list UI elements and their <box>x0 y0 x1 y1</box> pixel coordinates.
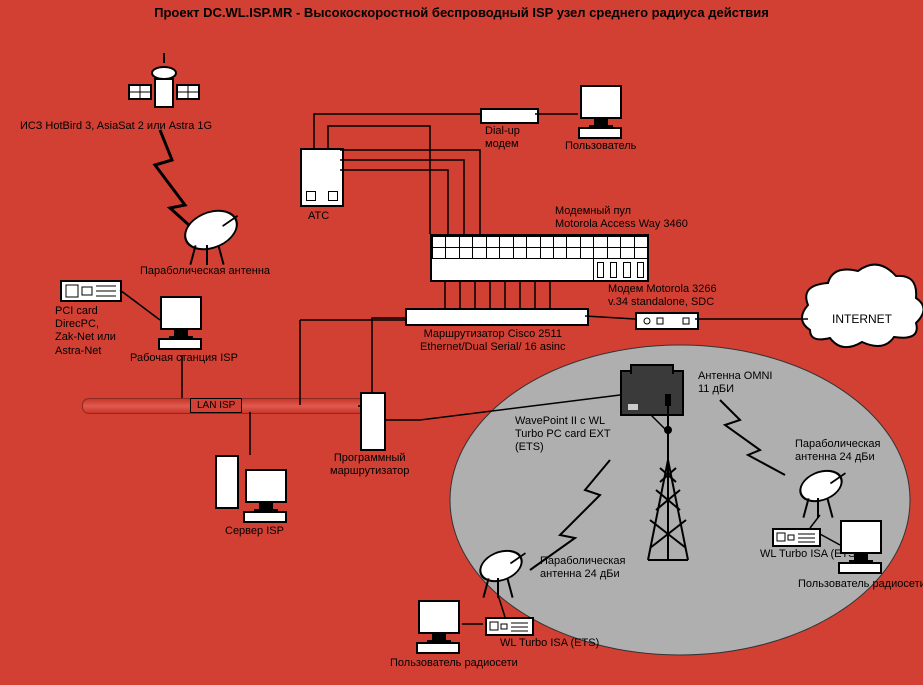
wavepoint-box <box>620 370 684 416</box>
page-title: Проект DC.WL.ISP.MR - Высокоскоростной б… <box>0 5 923 20</box>
satellite-label: ИСЗ HotBird 3, AsiaSat 2 или Astra 1G <box>20 120 212 133</box>
soft-router-label: Программный маршрутизатор <box>330 452 409 478</box>
wl-turbo-right <box>772 528 821 547</box>
internet-label: INTERNET <box>832 312 892 326</box>
radio-user-right-pc <box>840 520 882 554</box>
workstation-label: Рабочая станция ISP <box>130 352 238 365</box>
modem-pool-label: Модемный пул Motorola Access Way 3460 <box>555 205 688 231</box>
parabolic-right-label: Параболическая антенна 24 дБи <box>795 438 880 464</box>
atc-label: АТС <box>308 210 329 223</box>
antenna-omni-label: Антенна OMNI 11 дБИ <box>698 370 773 396</box>
parabolic-antenna-label: Параболическая антенна <box>140 265 270 278</box>
wl-turbo-bottom-label: WL Turbo ISA (ETS) <box>500 637 599 650</box>
radio-user-bottom-pc <box>418 600 460 634</box>
dialup-modem-label: Dial-up модем <box>485 125 520 151</box>
radio-user-bottom-label: Пользователь радиосети <box>390 657 518 670</box>
lan-label: LAN ISP <box>190 398 242 413</box>
server-label: Сервер ISP <box>225 525 284 538</box>
wavepoint-label: WavePoint II с WL Turbo PC card EXT (ETS… <box>515 415 611 455</box>
cisco-router-box <box>405 308 589 326</box>
user-label: Пользователь <box>565 140 636 153</box>
workstation-pc <box>160 296 202 330</box>
user-top-pc <box>580 85 622 119</box>
atc-box <box>300 148 344 207</box>
radio-user-right-label: Пользователь радиосети <box>798 578 923 591</box>
pci-card-icon <box>60 280 122 302</box>
wl-turbo-bottom <box>485 617 534 636</box>
pci-card-label: PCI card DirecPC, Zak-Net или Astra-Net <box>55 305 116 358</box>
parabolic-bottom-label: Параболическая антенна 24 дБи <box>540 555 625 581</box>
dialup-modem-box <box>480 108 539 124</box>
modem-pool-rack <box>430 234 649 282</box>
cisco-router-label: Маршрутизатор Cisco 2511 Ethernet/Dual S… <box>420 328 566 354</box>
modem-3266-label: Модем Motorola 3266 v.34 standalone, SDC <box>608 283 717 309</box>
modem-3266-box <box>635 312 699 330</box>
